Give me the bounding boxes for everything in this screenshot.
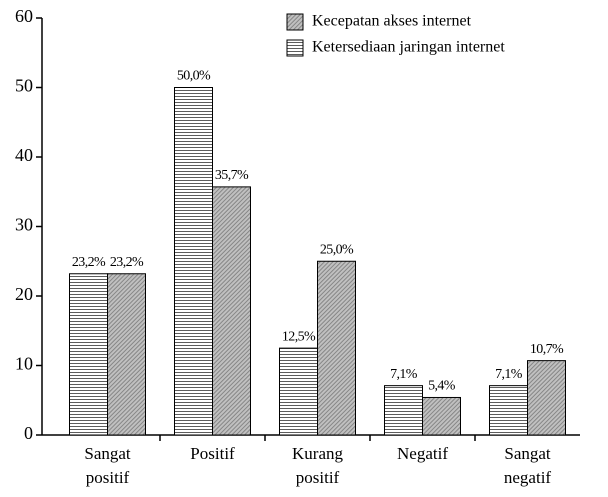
y-tick-label: 50 bbox=[15, 76, 33, 96]
bar bbox=[384, 385, 423, 436]
bar bbox=[279, 347, 318, 436]
bar bbox=[174, 87, 213, 436]
y-tick-label: 60 bbox=[15, 6, 33, 26]
value-label: 35,7% bbox=[215, 168, 249, 183]
x-tick-label: Negatif bbox=[397, 444, 448, 463]
value-label: 5,4% bbox=[428, 379, 456, 394]
value-label: 25,0% bbox=[320, 242, 354, 257]
bar bbox=[527, 360, 566, 436]
value-label: 50,0% bbox=[177, 69, 211, 84]
value-label: 12,5% bbox=[282, 329, 316, 344]
y-tick-label: 40 bbox=[15, 145, 33, 165]
x-tick-label: Positif bbox=[190, 444, 235, 463]
legend-swatch bbox=[286, 13, 304, 31]
x-tick-label: Sangat positif bbox=[84, 444, 131, 487]
bar bbox=[212, 186, 251, 436]
value-label: 10,7% bbox=[530, 342, 564, 357]
legend-swatch bbox=[286, 39, 304, 57]
y-tick-label: 10 bbox=[15, 354, 33, 374]
bar bbox=[489, 385, 528, 436]
value-label: 23,2% bbox=[72, 255, 106, 270]
value-label: 7,1% bbox=[495, 367, 523, 382]
legend-label: Kecepatan akses internet bbox=[312, 13, 472, 30]
y-tick-label: 0 bbox=[24, 423, 33, 443]
bar bbox=[69, 273, 108, 436]
value-label: 23,2% bbox=[110, 255, 144, 270]
x-tick-label: Kurang positif bbox=[292, 444, 343, 487]
x-tick-label: Sangat negatif bbox=[504, 444, 552, 487]
y-tick-label: 30 bbox=[15, 215, 33, 235]
bar bbox=[107, 273, 146, 436]
y-tick-label: 20 bbox=[15, 284, 33, 304]
bar bbox=[422, 396, 461, 436]
value-label: 7,1% bbox=[390, 367, 418, 382]
bar bbox=[317, 260, 356, 436]
legend-label: Ketersediaan jaringan internet bbox=[312, 39, 505, 56]
